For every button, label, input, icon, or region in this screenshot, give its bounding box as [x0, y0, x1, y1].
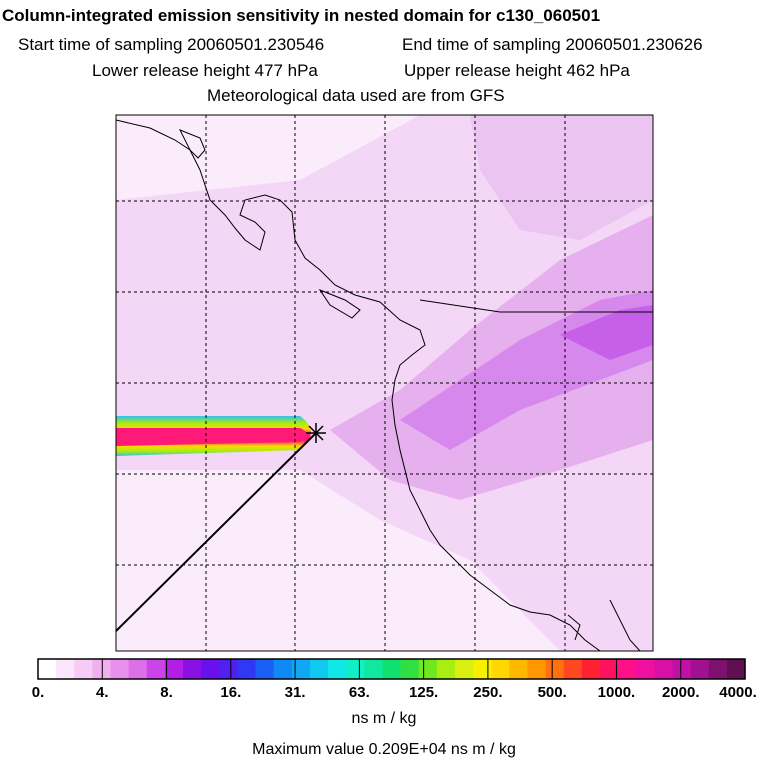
colorbar-swatch [255, 659, 275, 679]
colorbar-swatch [581, 659, 601, 679]
colorbar-swatch [726, 659, 746, 679]
colorbar-swatch [672, 659, 692, 679]
release-point-marker [306, 423, 326, 443]
colorbar-tick-label: 16. [220, 684, 242, 701]
colorbar-swatch [56, 659, 75, 679]
colorbar-swatch [273, 659, 293, 679]
plot-title: Column-integrated emission sensitivity i… [2, 6, 601, 25]
colorbar-swatch [219, 659, 239, 679]
sensitivity-region-core [560, 305, 653, 360]
colorbar-swatch [291, 659, 311, 679]
colorbar-swatch [599, 659, 619, 679]
lower-release-height-label: Lower release height 477 hPa [92, 61, 318, 80]
sensitivity-field [116, 115, 653, 651]
colorbar-swatch [74, 659, 93, 679]
colorbar-swatch [309, 659, 329, 679]
coastline [116, 119, 653, 651]
colorbar-swatch [110, 659, 130, 679]
sensitivity-region-north [470, 115, 653, 240]
colorbar-swatch [636, 659, 655, 679]
map-grid [116, 115, 653, 651]
maximum-value-label: Maximum value 0.209E+04 ns m / kg [252, 741, 516, 758]
colorbar-swatch [183, 659, 202, 679]
colorbar-swatch [690, 659, 710, 679]
sensitivity-region-light [116, 115, 653, 651]
colorbar-swatch [563, 659, 583, 679]
colorbar-swatch [527, 659, 547, 679]
units-label: ns m / kg [351, 710, 417, 727]
sensitivity-region-mid [330, 215, 653, 500]
colorbar-swatch [509, 659, 529, 679]
colorbar-swatch [400, 659, 420, 679]
end-time-label: End time of sampling 20060501.230626 [402, 35, 703, 54]
colorbar-swatch [491, 659, 510, 679]
colorbar-tick-label: 2000. [661, 684, 700, 701]
colorbar-tick-label: 8. [160, 684, 173, 701]
colorbar-tick-label: 125. [409, 684, 439, 701]
upper-release-height-label: Upper release height 462 hPa [404, 61, 630, 80]
colorbar-swatch [146, 659, 166, 679]
colorbar-swatch [346, 659, 365, 679]
colorbar-swatch [201, 659, 220, 679]
colorbar-tick-label: 1000. [597, 684, 636, 701]
colorbar-swatch [418, 659, 438, 679]
colorbar [37, 658, 746, 680]
colorbar-swatch [237, 659, 257, 679]
colorbar-swatch [328, 659, 347, 679]
colorbar-tick-label: 250. [473, 684, 503, 701]
colorbar-tick-label: 4000. [719, 684, 757, 701]
colorbar-tick-label: 31. [284, 684, 306, 701]
start-time-label: Start time of sampling 20060501.230546 [18, 35, 325, 54]
trajectory-line [115, 432, 317, 632]
colorbar-swatch [545, 659, 565, 679]
plume-core [116, 428, 307, 446]
colorbar-tick-label: 0. [31, 684, 45, 701]
colorbar-swatch [473, 659, 492, 679]
map-frame [115, 114, 654, 652]
colorbar-swatch [618, 659, 637, 679]
met-data-label: Meteorological data used are from GFS [207, 86, 505, 105]
colorbar-swatch [454, 659, 474, 679]
colorbar-swatch [436, 659, 456, 679]
colorbar-tick-label: 500. [537, 684, 567, 701]
colorbar-tick-label: 63. [348, 684, 370, 701]
colorbar-swatch [364, 659, 384, 679]
colorbar-swatch [708, 659, 728, 679]
colorbar-tick-label: 4. [96, 684, 109, 701]
colorbar-swatch [382, 659, 402, 679]
colorbar-swatch [38, 659, 57, 679]
colorbar-swatch [654, 659, 674, 679]
colorbar-swatch [92, 659, 112, 679]
colorbar-swatch [164, 659, 184, 679]
colorbar-swatch [128, 659, 148, 679]
